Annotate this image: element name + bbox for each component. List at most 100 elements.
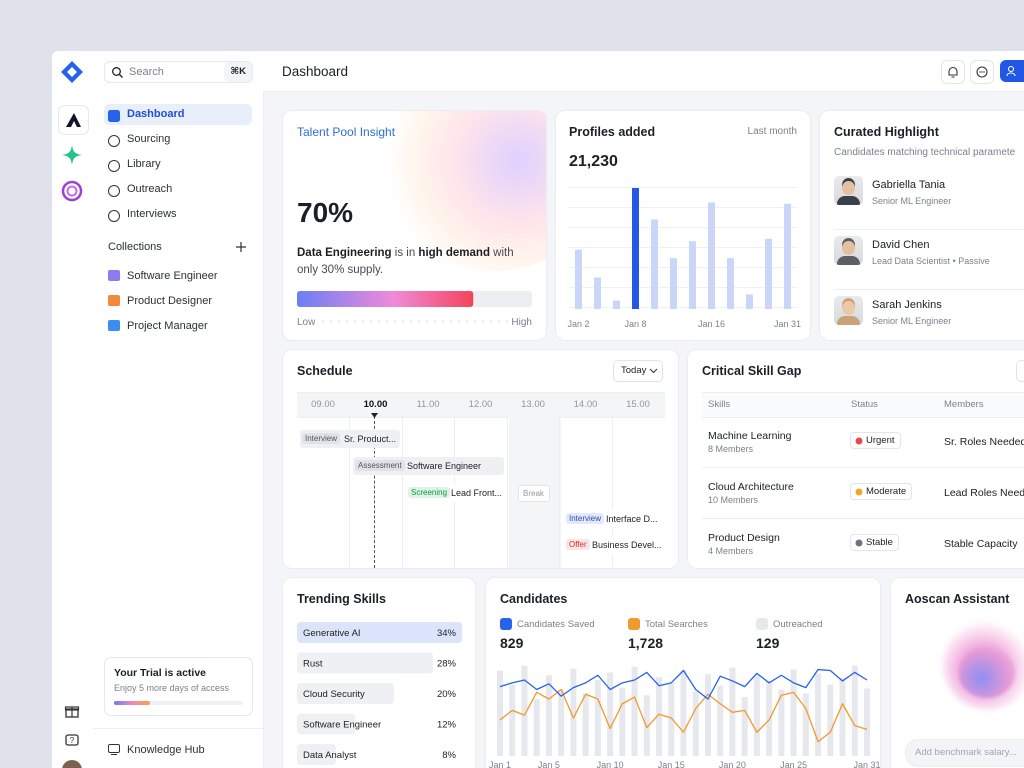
hour-label: 15.00 — [626, 399, 650, 410]
assistant-card: Aoscan Assistant Add benchmark salary... — [890, 577, 1024, 768]
collection-link[interactable]: Product Designer — [127, 295, 212, 307]
assistant-input[interactable]: Add benchmark salary... — [905, 739, 1024, 767]
nav-icon — [108, 210, 120, 222]
row-divider — [702, 467, 1024, 468]
bar-label: Cloud Security — [303, 689, 365, 700]
bar — [297, 713, 356, 735]
options-button[interactable] — [1016, 360, 1024, 382]
skill-need: Sr. Roles Needed — [944, 436, 1024, 448]
person-name[interactable]: Sarah Jenkins — [872, 299, 942, 311]
help-button[interactable]: ? — [65, 734, 79, 748]
status-icon — [855, 488, 863, 496]
value-label: 34% — [437, 628, 457, 639]
trial-title: Your Trial is active — [114, 667, 207, 679]
gift-button[interactable] — [64, 704, 80, 718]
card-subtitle: Candidates matching technical paramete — [834, 147, 1016, 158]
skill-name: Product Design — [708, 532, 780, 544]
folder-icon — [108, 320, 120, 331]
x-tick-label: Jan 31 — [853, 760, 880, 768]
person-role: Senior ML Engineer — [872, 316, 952, 326]
event-title: Sr. Product... — [344, 434, 397, 444]
bar — [594, 277, 601, 309]
bar — [656, 677, 663, 756]
card-title: Curated Highlight — [834, 125, 939, 139]
nav-icon-wrap — [108, 159, 120, 177]
event-tag: Screening — [408, 487, 451, 498]
bar-label: Generative AI — [303, 628, 361, 639]
nav-link[interactable]: Outreach — [127, 183, 173, 195]
status-pill: Moderate — [850, 483, 913, 500]
nav-link[interactable]: Interviews — [127, 208, 177, 220]
card-title: Schedule — [297, 364, 353, 378]
total-value: 21,230 — [569, 153, 618, 170]
filter-dropdown[interactable]: Today — [613, 360, 663, 382]
bar — [746, 294, 753, 309]
event[interactable]: Screening Lead Front... — [406, 484, 503, 502]
bar — [521, 665, 528, 756]
curated-card: Curated Highlight Candidates matching te… — [819, 110, 1024, 341]
person-name[interactable]: David Chen — [872, 239, 930, 251]
hour-label: 14.00 — [573, 399, 598, 410]
hour-divider — [611, 416, 613, 568]
text: is in — [391, 247, 419, 259]
user-avatar[interactable] — [62, 760, 82, 768]
app-button[interactable] — [62, 145, 82, 165]
nav-icon-wrap — [108, 209, 120, 227]
svg-text:?: ? — [70, 736, 75, 745]
highlight: Data Engineering — [297, 247, 392, 259]
bar-chart: Jan 2 Jan 8 Jan 16 Jan 31 — [567, 188, 801, 329]
folder-icon — [108, 270, 120, 281]
bar — [864, 688, 870, 756]
x-tick-label: Jan 10 — [597, 760, 624, 768]
bar — [632, 188, 639, 309]
skill-name: Machine Learning — [708, 430, 792, 442]
app-button[interactable] — [61, 180, 83, 202]
notifications-button[interactable] — [941, 60, 965, 84]
bar — [827, 684, 834, 756]
search-box[interactable]: Search ⌘K — [104, 61, 253, 83]
add-button[interactable] — [236, 242, 246, 252]
nav-icon — [108, 110, 120, 122]
event[interactable]: Assessment Software Engineer — [353, 457, 504, 475]
event[interactable]: Offer Business Devel... — [564, 536, 662, 554]
knowledge-hub-link[interactable]: Knowledge Hub — [127, 744, 205, 756]
column-header: Members — [944, 399, 984, 410]
stat-value: 129 — [756, 635, 780, 651]
app-window: ? Search ⌘K Dashboard Sourcing Library Outr… — [52, 51, 1024, 768]
event[interactable]: Interview Sr. Product... — [300, 430, 400, 448]
bar — [692, 691, 699, 756]
input-placeholder: Add benchmark salary... — [915, 747, 1017, 758]
person-name[interactable]: Gabriella Tania — [872, 179, 946, 191]
messages-button[interactable] — [970, 60, 994, 84]
status-icon — [855, 437, 863, 445]
event-tag: Offer — [566, 539, 590, 550]
bar — [297, 622, 463, 643]
hour-label: 09.00 — [311, 399, 335, 410]
trial-subtitle: Enjoy 5 more days of access — [114, 683, 230, 693]
invite-button[interactable] — [1000, 60, 1024, 82]
trial-card: Your Trial is active Enjoy 5 more days o… — [104, 657, 253, 716]
text: with only 30% supply. — [297, 247, 514, 276]
nav-link[interactable]: Dashboard — [127, 108, 185, 120]
hour-divider — [506, 416, 508, 568]
skill-members: 4 Members — [708, 546, 754, 556]
gauge-low-label: Low — [297, 317, 316, 328]
stat-label: Total Searches — [645, 619, 708, 630]
bar — [545, 675, 552, 756]
event[interactable]: Interview Interface D... — [564, 510, 661, 528]
bar — [741, 697, 748, 756]
nav-link[interactable]: Library — [127, 158, 161, 170]
bar — [651, 219, 658, 309]
x-tick-label: Jan 25 — [780, 760, 807, 768]
collection-link[interactable]: Software Engineer — [127, 270, 218, 282]
nav-icon-shape — [108, 160, 120, 172]
bar — [815, 673, 822, 756]
bar — [582, 693, 589, 756]
app-button[interactable] — [58, 105, 89, 135]
nav-link[interactable]: Sourcing — [127, 133, 171, 145]
avatar-head — [842, 241, 855, 255]
collection-link[interactable]: Project Manager — [127, 320, 208, 332]
bar — [778, 689, 785, 756]
gauge-fill — [297, 291, 474, 307]
